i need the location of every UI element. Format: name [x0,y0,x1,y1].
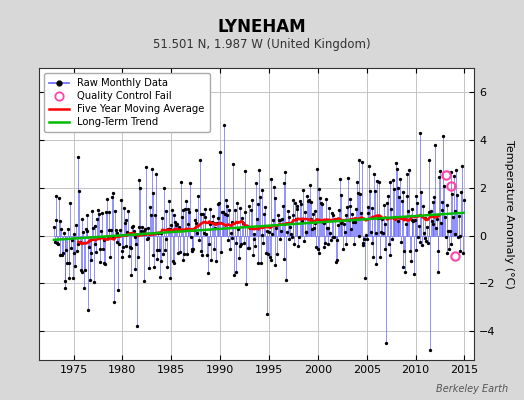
Text: LYNEHAM: LYNEHAM [217,18,307,36]
Legend: Raw Monthly Data, Quality Control Fail, Five Year Moving Average, Long-Term Tren: Raw Monthly Data, Quality Control Fail, … [45,73,210,132]
Text: Berkeley Earth: Berkeley Earth [436,384,508,394]
Y-axis label: Temperature Anomaly (°C): Temperature Anomaly (°C) [504,140,514,288]
Text: 51.501 N, 1.987 W (United Kingdom): 51.501 N, 1.987 W (United Kingdom) [153,38,371,51]
